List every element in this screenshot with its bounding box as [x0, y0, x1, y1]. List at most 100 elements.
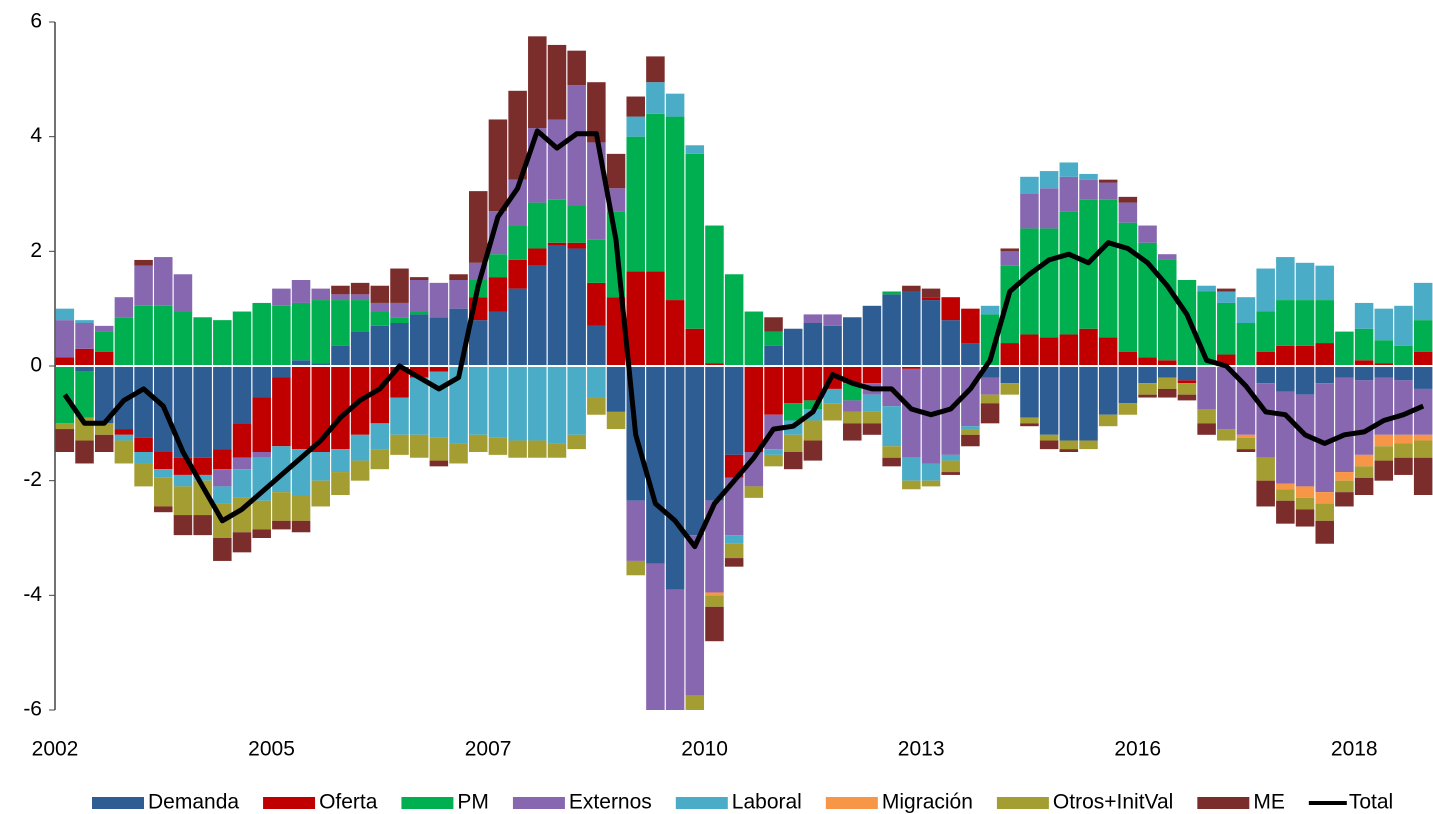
bar-segment: [173, 366, 193, 458]
bar-segment: [1118, 222, 1138, 352]
bar-segment: [213, 486, 232, 504]
bar-segment: [685, 328, 705, 366]
bar-segment: [665, 300, 685, 366]
bar-segment: [1059, 334, 1079, 366]
bar-segment: [508, 259, 527, 289]
bar-segment: [1059, 449, 1079, 452]
bar-segment: [1079, 179, 1098, 200]
bar-segment: [232, 423, 252, 458]
legend-label: PM: [457, 791, 489, 814]
bar-segment: [1335, 472, 1354, 481]
bar-segment: [941, 460, 960, 473]
bar-segment: [567, 248, 586, 366]
bar-segment: [961, 434, 980, 447]
bar-segment: [567, 242, 586, 249]
bar-segment: [291, 302, 311, 361]
x-tick-label: 2018: [1331, 738, 1378, 761]
bar-segment: [1374, 446, 1394, 461]
legend-swatch: [401, 797, 454, 809]
bar-segment: [468, 191, 488, 263]
bar-segment: [764, 366, 783, 415]
bar-segment: [803, 400, 823, 409]
bar-segment: [705, 592, 724, 596]
bar-segment: [1236, 297, 1256, 323]
bar-segment: [390, 302, 409, 318]
y-tick-label: 0: [30, 354, 42, 377]
bar-segment: [626, 500, 645, 561]
bar-segment: [547, 119, 567, 200]
bar-segment: [980, 366, 1000, 378]
bar-segment: [606, 153, 626, 189]
bar-segment: [587, 82, 606, 143]
bar-segment: [291, 520, 311, 533]
bar-segment: [567, 434, 586, 450]
bar-segment: [370, 302, 390, 312]
legend-item: Laboral: [675, 791, 802, 814]
bar-segment: [134, 305, 153, 366]
bar-segment: [488, 277, 508, 312]
bar-segment: [1157, 254, 1177, 260]
legend-label: Total: [1349, 791, 1393, 814]
bar-segment: [291, 360, 311, 366]
bar-segment: [980, 305, 1000, 315]
bar-segment: [921, 300, 941, 366]
bar-segment: [508, 288, 527, 366]
bar-segment: [567, 205, 586, 243]
bar-segment: [370, 311, 390, 326]
bar-segment: [1197, 409, 1216, 424]
bar-segment: [213, 538, 232, 561]
bar-segment: [823, 403, 842, 421]
bar-segment: [1413, 366, 1433, 389]
bar-segment: [311, 363, 331, 366]
bar-segment: [350, 434, 370, 461]
bar-segment: [75, 371, 94, 418]
bar-segment: [488, 311, 508, 366]
bar-segment: [724, 543, 744, 559]
bar-segment: [547, 242, 567, 246]
legend-label: Externos: [569, 791, 652, 814]
bar-segment: [134, 265, 153, 306]
bar-segment: [114, 429, 134, 435]
bar-segment: [193, 317, 212, 366]
bar-segment: [1335, 331, 1354, 366]
bar-segment: [626, 560, 645, 576]
bar-segment: [1276, 483, 1295, 490]
bar-segment: [1256, 311, 1275, 352]
bar-segment: [646, 366, 665, 564]
bar-segment: [1315, 366, 1334, 384]
bar-segment: [488, 119, 508, 212]
bar-segment: [173, 274, 193, 312]
bar-segment: [1413, 434, 1433, 441]
bar-segment: [1335, 492, 1354, 507]
bar-segment: [1177, 383, 1197, 395]
bar-segment: [764, 331, 783, 346]
legend-label: Demanda: [148, 791, 239, 814]
bar-segment: [724, 366, 744, 455]
bar-segment: [823, 388, 842, 404]
bar-segment: [1354, 454, 1374, 467]
bar-segment: [626, 136, 645, 272]
legend-label: Oferta: [319, 791, 378, 814]
bar-segment: [961, 426, 980, 430]
bar-segment: [1374, 363, 1394, 366]
bar-segment: [154, 506, 173, 513]
bar-segment: [1394, 345, 1413, 366]
bar-segment: [685, 145, 705, 154]
bar-segment: [724, 535, 744, 544]
bar-segment: [921, 480, 941, 487]
bar-segment: [94, 434, 114, 452]
bar-segment: [508, 90, 527, 180]
bar-segment: [803, 420, 823, 441]
bar-segment: [1177, 394, 1197, 401]
bar-segment: [1039, 188, 1059, 229]
bar-segment: [409, 311, 429, 315]
bar-segment: [803, 366, 823, 401]
bar-segment: [409, 366, 429, 378]
bar-segment: [1000, 265, 1020, 344]
bar-segment: [291, 495, 311, 521]
y-tick-label: 4: [30, 124, 42, 147]
legend-item: Total: [1308, 791, 1393, 814]
bar-segment: [528, 202, 547, 249]
bar-segment: [744, 486, 764, 498]
bar-segment: [862, 305, 882, 366]
